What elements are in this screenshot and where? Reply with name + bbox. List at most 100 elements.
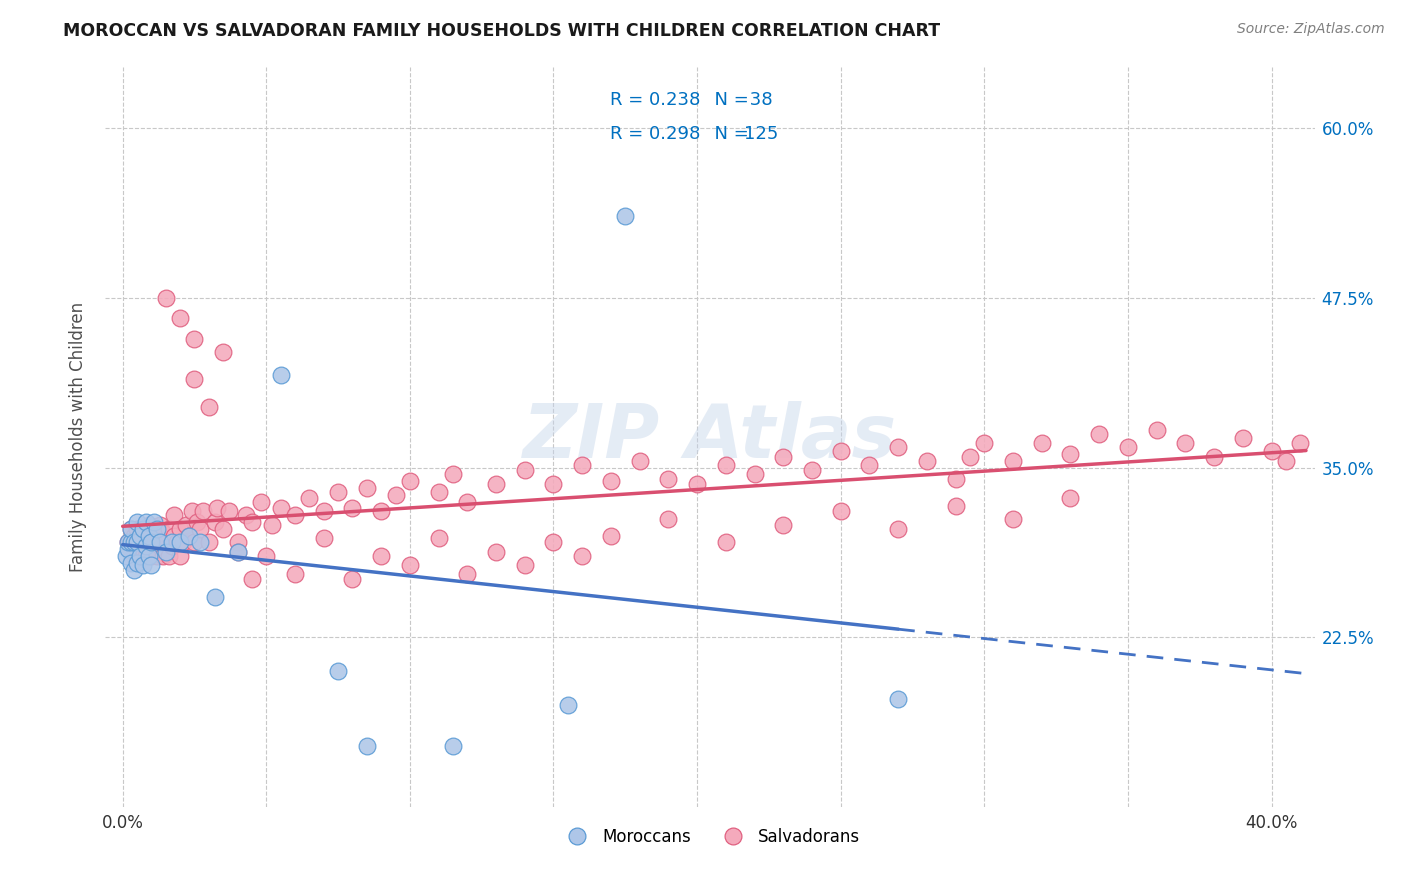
Point: [427, 531, 450, 545]
Point: [149, 540, 172, 554]
Point: [945, 499, 967, 513]
Point: [270, 501, 292, 516]
Point: [456, 494, 478, 508]
Point: [157, 522, 180, 536]
Point: [114, 549, 136, 563]
Text: N =: N =: [703, 125, 754, 143]
Point: [174, 517, 197, 532]
Point: [342, 501, 364, 516]
Point: [138, 517, 160, 532]
Point: [198, 535, 221, 549]
Point: [143, 522, 166, 536]
Point: [384, 488, 406, 502]
Point: [125, 515, 148, 529]
Point: [1232, 431, 1254, 445]
Point: [138, 528, 160, 542]
Point: [177, 528, 200, 542]
Point: [120, 522, 142, 536]
Point: [135, 515, 157, 529]
Point: [129, 549, 152, 563]
Point: [270, 368, 292, 383]
Point: [284, 566, 307, 581]
Point: [744, 467, 766, 482]
Point: [370, 549, 392, 563]
Point: [117, 535, 139, 549]
Point: [356, 739, 378, 753]
Point: [152, 549, 174, 563]
Point: [218, 504, 240, 518]
Point: [240, 515, 263, 529]
Point: [1088, 426, 1111, 441]
Point: [427, 485, 450, 500]
Point: [135, 528, 157, 542]
Point: [772, 517, 794, 532]
Point: [155, 545, 177, 559]
Point: [166, 535, 188, 549]
Point: [1031, 436, 1053, 450]
Text: ZIP Atlas: ZIP Atlas: [523, 401, 897, 474]
Point: [887, 691, 910, 706]
Point: [915, 454, 938, 468]
Point: [122, 535, 145, 549]
Point: [226, 545, 249, 559]
Point: [149, 517, 172, 532]
Point: [945, 471, 967, 485]
Text: 125: 125: [744, 125, 779, 143]
Point: [212, 345, 235, 359]
Point: [132, 542, 155, 557]
Point: [830, 504, 852, 518]
Point: [714, 458, 737, 472]
Point: [138, 549, 160, 563]
Point: [146, 528, 169, 542]
Point: [485, 545, 508, 559]
Point: [117, 535, 139, 549]
Point: [370, 504, 392, 518]
Point: [557, 698, 579, 713]
Text: R = 0.298: R = 0.298: [610, 125, 700, 143]
Point: [254, 549, 277, 563]
Point: [122, 562, 145, 576]
Point: [207, 501, 229, 516]
Point: [138, 542, 160, 557]
Text: MOROCCAN VS SALVADORAN FAMILY HOUSEHOLDS WITH CHILDREN CORRELATION CHART: MOROCCAN VS SALVADORAN FAMILY HOUSEHOLDS…: [63, 22, 941, 40]
Point: [399, 558, 422, 573]
Point: [686, 477, 709, 491]
Point: [326, 665, 349, 679]
Point: [183, 372, 205, 386]
Point: [163, 528, 186, 542]
Point: [356, 481, 378, 495]
Point: [240, 572, 263, 586]
Y-axis label: Family Households with Children: Family Households with Children: [69, 302, 87, 572]
Point: [312, 504, 335, 518]
Point: [160, 535, 183, 549]
Point: [183, 535, 205, 549]
Point: [120, 556, 142, 570]
Point: [143, 515, 166, 529]
Point: [1002, 512, 1025, 526]
Point: [1002, 454, 1025, 468]
Point: [141, 549, 163, 563]
Point: [226, 535, 249, 549]
Point: [149, 535, 172, 549]
Point: [614, 210, 637, 224]
Point: [1059, 491, 1081, 505]
Point: [543, 535, 565, 549]
Point: [1275, 454, 1298, 468]
Text: R = 0.238: R = 0.238: [610, 91, 700, 110]
Point: [169, 549, 191, 563]
Point: [571, 458, 593, 472]
Point: [657, 471, 679, 485]
Point: [122, 528, 145, 542]
Point: [1174, 436, 1197, 450]
Point: [485, 477, 508, 491]
Point: [169, 311, 191, 326]
Point: [204, 590, 226, 604]
Point: [160, 540, 183, 554]
Point: [249, 494, 271, 508]
Point: [801, 463, 824, 477]
Point: [125, 556, 148, 570]
Point: [120, 535, 142, 549]
Point: [1116, 440, 1139, 454]
Point: [260, 517, 283, 532]
Point: [120, 522, 142, 536]
